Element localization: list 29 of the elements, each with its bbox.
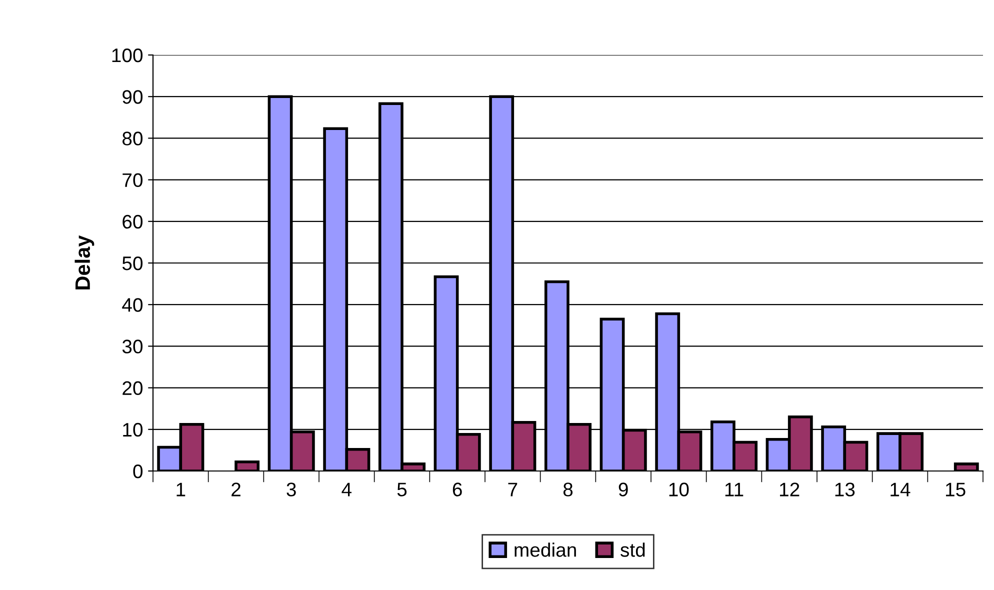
- y-tick-label: 60: [122, 214, 143, 229]
- x-tick-label: 14: [890, 482, 910, 496]
- x-tick-label: 6: [452, 482, 462, 496]
- y-tick-label: 50: [122, 256, 143, 270]
- x-tick-label: 2: [232, 482, 240, 496]
- x-tick-label: 13: [835, 482, 855, 496]
- y-tick-label: 10: [123, 422, 143, 437]
- y-tick-label: 90: [122, 90, 143, 104]
- x-tick-label: 1: [176, 482, 186, 496]
- y-tick-label: 0: [133, 464, 143, 478]
- y-tick-label: 20: [122, 381, 143, 396]
- x-tick-label: 12: [780, 482, 800, 496]
- y-tick-label: 30: [122, 340, 143, 354]
- x-tick-label: 3: [286, 482, 296, 496]
- x-tick-label: 10: [669, 482, 689, 496]
- x-tick-label: 4: [342, 482, 352, 496]
- y-tick-label: 100: [112, 48, 143, 62]
- x-tick-label: 5: [397, 482, 407, 496]
- x-tick-label: 9: [618, 482, 628, 496]
- y-axis-title: Delay: [74, 235, 94, 290]
- x-tick-label: 7: [508, 482, 518, 496]
- x-tick-label: 11: [725, 482, 744, 496]
- x-tick-label: 15: [946, 482, 966, 496]
- x-tick-label: 8: [563, 482, 573, 496]
- legend-label: std: [620, 542, 645, 557]
- y-tick-label: 70: [122, 173, 143, 188]
- legend-label: median: [514, 542, 576, 557]
- y-tick-label: 40: [122, 298, 143, 312]
- y-tick-label: 80: [122, 132, 143, 146]
